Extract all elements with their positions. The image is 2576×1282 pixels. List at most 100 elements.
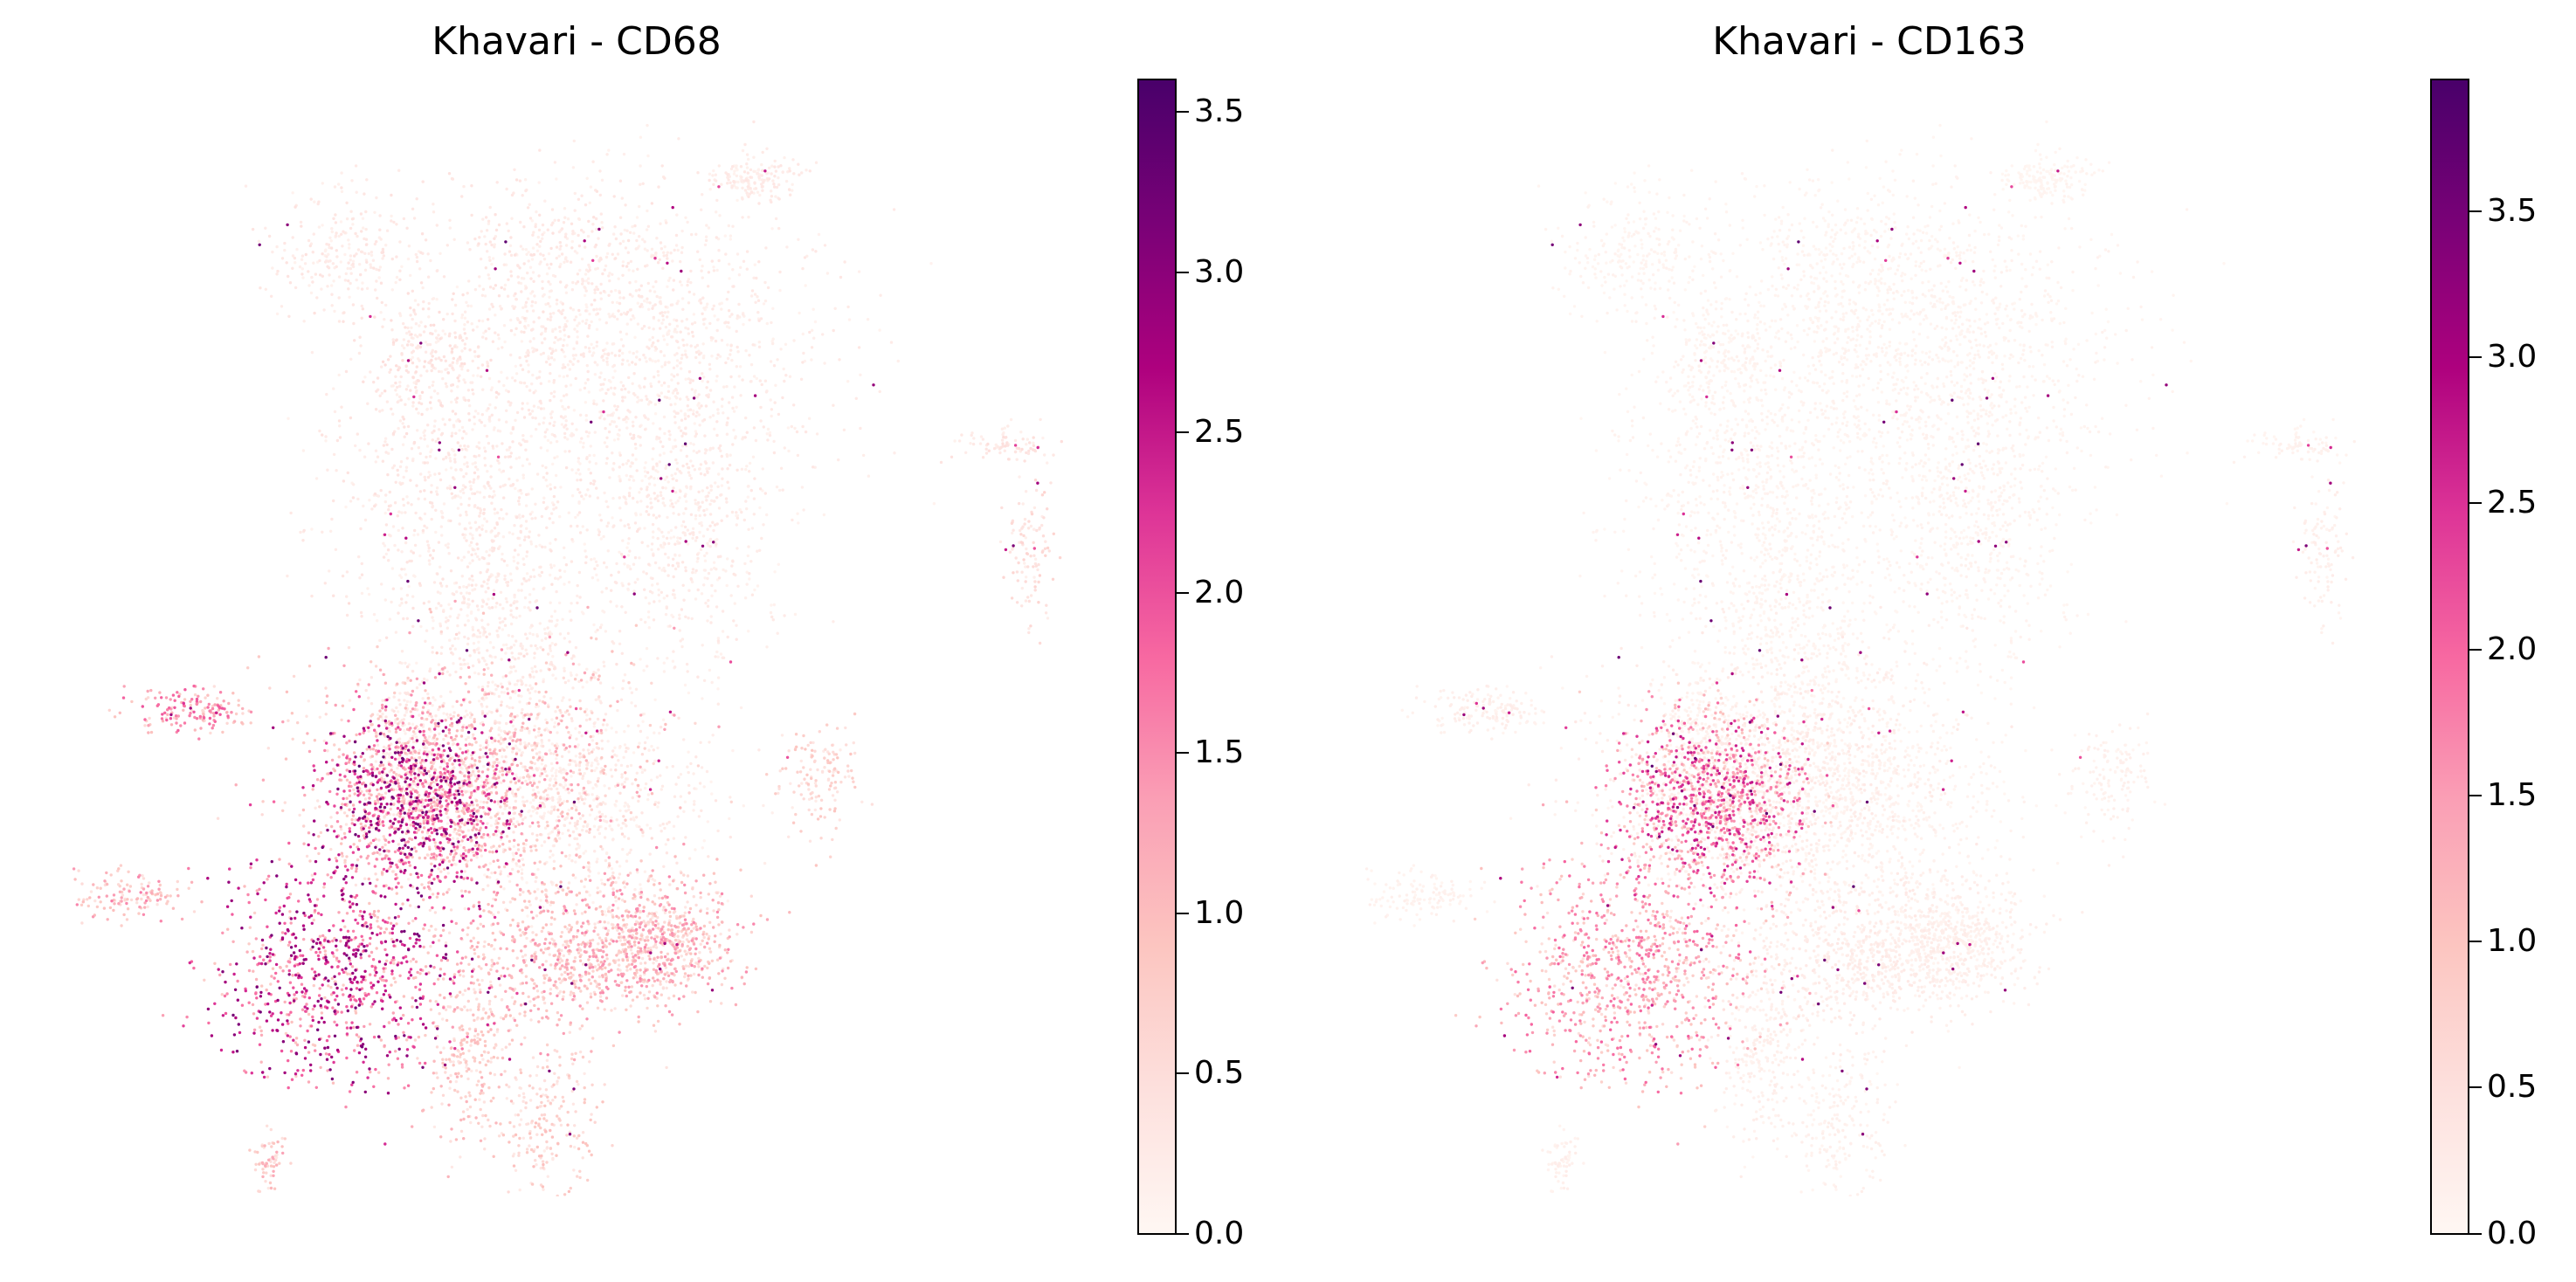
cell-point [590,303,593,307]
cell-point [651,522,655,527]
cell-point [487,710,491,713]
cell-point [698,513,701,518]
cell-point [467,591,472,596]
cell-point [552,424,556,427]
cell-point [467,603,471,606]
cell-point [679,639,682,643]
cell-point [549,315,553,319]
cell-point [690,232,694,237]
cell-point [486,743,490,747]
cell-point [434,457,438,460]
cell-point [753,293,757,296]
cell-point [460,313,465,317]
cell-point [390,600,393,604]
cell-point [475,527,479,531]
cell-point [721,630,725,633]
cell-point [604,713,608,716]
cell-point [535,1163,538,1167]
cell-point [594,698,597,701]
cell-point [810,346,814,349]
cell-point [453,494,458,498]
cell-point [448,673,452,677]
cell-point [487,632,492,636]
cell-point [556,455,559,458]
cell-point [1024,565,1027,569]
cell-point [807,417,811,420]
cell-point [694,430,698,433]
cell-point [450,1165,454,1169]
cell-point [574,315,578,319]
cell-point [514,1168,518,1173]
cell-point [473,237,477,241]
cell-point [465,513,468,517]
cell-point [423,429,427,432]
cell-point [571,166,576,169]
cell-point [673,491,678,494]
cell-point [585,680,589,684]
cell-point [489,465,493,468]
cell-point [500,729,503,733]
cell-point [661,534,666,539]
cell-point [401,527,404,530]
cell-point [655,462,659,465]
cell-point [427,600,431,603]
cell-point [571,433,576,437]
cell-point [580,494,584,498]
cell-point [576,594,579,598]
cell-point [557,309,561,313]
cell-point [697,506,701,510]
cell-point [726,480,729,484]
cell-point [696,675,700,679]
cell-point [549,412,553,416]
cell-point [463,381,467,384]
cell-point [398,269,402,272]
cell-point [583,542,586,546]
cell-point [757,175,761,179]
cell-point [566,217,570,221]
cell-point [448,638,452,642]
cell-point [619,698,624,701]
cell-point [702,839,706,843]
cell-point [701,193,704,196]
cell-point [661,266,665,270]
cell-point [500,658,503,661]
cell-point [685,343,689,347]
cell-point [632,231,636,235]
cell-point [732,428,736,432]
cell-point [631,420,635,424]
cell-point [621,463,625,466]
cell-point [471,578,474,582]
cell-point [1021,502,1025,506]
cell-point [603,268,606,272]
cell-point [652,315,656,320]
cell-point [534,516,537,520]
cell-point [364,688,368,693]
cell-point [656,369,660,374]
cell-point [407,330,411,334]
cell-point [544,302,548,307]
cell-point [307,238,311,243]
cell-point [721,477,724,480]
cell-point [678,613,681,617]
cell-point [584,549,587,553]
cell-point [756,190,760,194]
cell-point [530,410,535,413]
cell-point [347,287,350,291]
cell-point [610,574,613,577]
cell-point [664,486,667,490]
cell-point [623,743,627,747]
cell-point [542,417,546,420]
cell-point [391,384,395,388]
cell-point [325,392,328,396]
cell-point [595,860,598,864]
cell-point [502,287,507,291]
cell-point [369,251,374,254]
cell-point [523,439,527,444]
cell-point [587,263,590,267]
cell-point [555,774,558,778]
cell-point [387,533,391,537]
cell-point [671,477,674,481]
cell-point [646,209,649,213]
cell-point [694,539,698,542]
cell-point [672,824,676,828]
